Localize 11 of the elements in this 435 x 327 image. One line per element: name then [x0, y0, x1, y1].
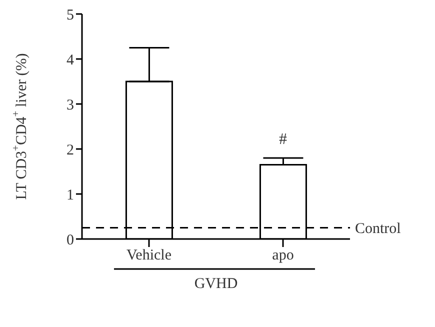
y-tick-label: 3: [66, 97, 74, 114]
ref-line-label: Control: [355, 221, 401, 238]
x-axis-title: GVHD: [194, 276, 238, 292]
y-tick-label: 4: [66, 52, 74, 68]
x-tick-label: apo: [272, 248, 294, 264]
y-tick-label: 2: [66, 142, 74, 158]
x-tick-label: Vehicle: [126, 248, 172, 264]
annotation: #: [279, 131, 287, 148]
y-tick-label: 0: [66, 232, 74, 248]
y-tick-label: 5: [66, 7, 74, 24]
y-tick-label: 1: [66, 187, 74, 204]
